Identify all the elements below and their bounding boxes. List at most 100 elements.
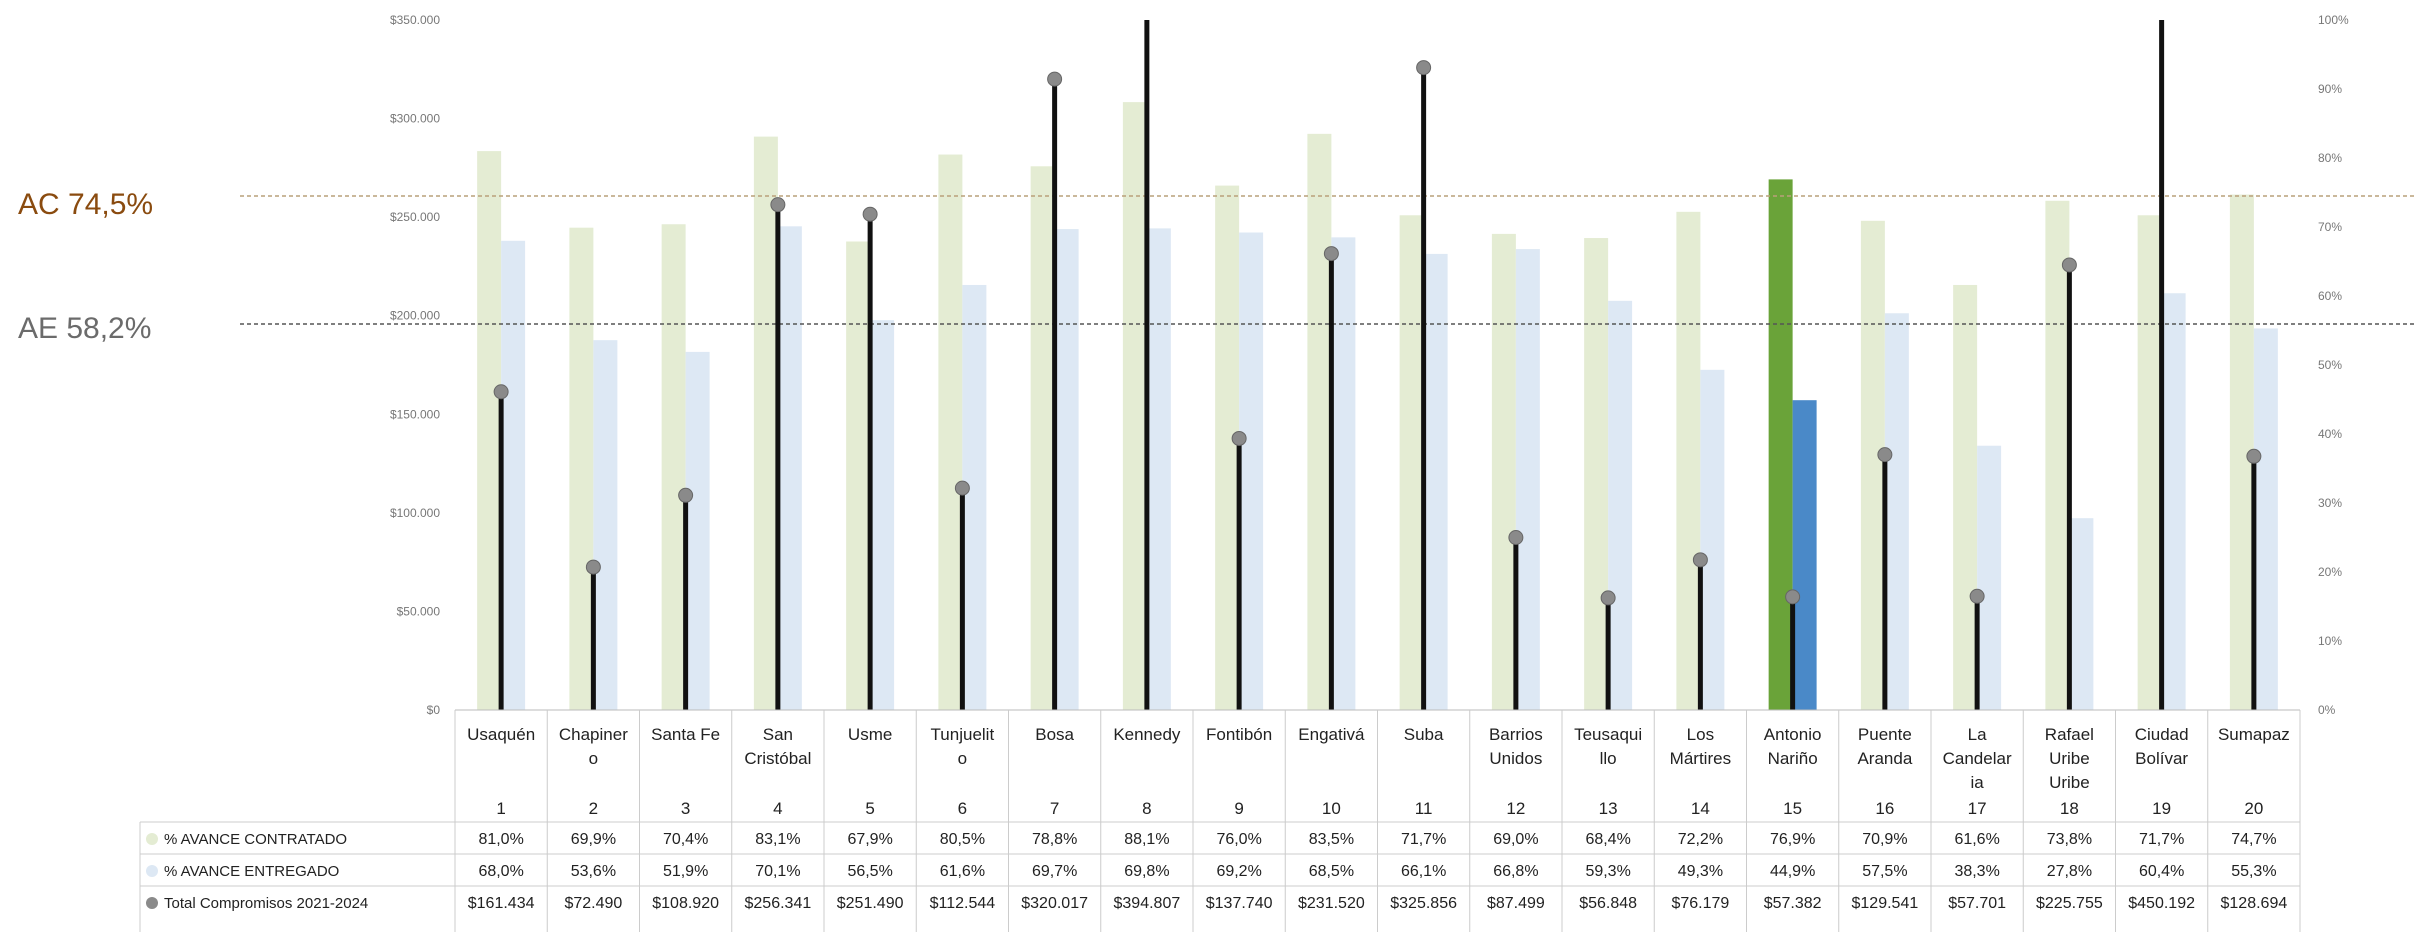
left-axis-tick-label: $250.000 <box>390 210 440 224</box>
bar-contratado <box>569 227 594 710</box>
category-number: 9 <box>1234 799 1243 818</box>
table-legend-key <box>146 897 158 909</box>
category-number: 3 <box>681 799 690 818</box>
category-label: Puente <box>1858 725 1912 744</box>
category-label: Fontibón <box>1206 725 1272 744</box>
table-cell: $256.341 <box>745 895 812 912</box>
category-label: Teusaqui <box>1574 725 1642 744</box>
bar-contratado <box>2045 200 2070 710</box>
right-axis-tick-label: 60% <box>2318 289 2342 303</box>
bar-entregado <box>1515 249 1540 710</box>
table-cell: 72,2% <box>1678 831 1723 848</box>
table-cell: $325.856 <box>1390 895 1457 912</box>
table-cell: 57,5% <box>1862 863 1907 880</box>
table-cell: 68,4% <box>1585 831 1630 848</box>
table-cell: $320.017 <box>1021 895 1088 912</box>
lollipop-marker <box>678 487 694 503</box>
category-label: Nariño <box>1768 749 1818 768</box>
category-label: Usme <box>848 725 892 744</box>
bar-contratado <box>1399 215 1424 710</box>
table-cell: 76,9% <box>1770 831 1815 848</box>
right-axis-tick-label: 40% <box>2318 427 2342 441</box>
category-label: Bosa <box>1035 725 1074 744</box>
table-cell: 81,0% <box>478 831 523 848</box>
category-number: 15 <box>1783 799 1802 818</box>
table-cell: 69,8% <box>1124 863 1169 880</box>
table-cell: $161.434 <box>468 895 535 912</box>
category-label: Bolívar <box>2135 749 2188 768</box>
bar-contratado <box>1122 102 1147 711</box>
category-label: o <box>589 749 598 768</box>
table-cell: 71,7% <box>2139 831 2184 848</box>
category-number: 8 <box>1142 799 1151 818</box>
table-cell: $225.755 <box>2036 895 2103 912</box>
bar-entregado <box>2253 328 2278 710</box>
table-cell: $112.544 <box>930 895 996 912</box>
category-number: 18 <box>2060 799 2079 818</box>
lollipop-marker <box>770 197 786 213</box>
category-number: 16 <box>1875 799 1894 818</box>
category-label: Rafael <box>2045 725 2094 744</box>
category-label: Ciudad <box>2135 725 2189 744</box>
table-cell: 78,8% <box>1032 831 1077 848</box>
left-axis-tick-label: $200.000 <box>390 309 440 323</box>
table-cell: $129.541 <box>1852 895 1919 912</box>
table-cell: $76.179 <box>1671 895 1729 912</box>
table-cell: $57.701 <box>1948 895 2006 912</box>
left-axis-tick-label: $350.000 <box>390 13 440 27</box>
table-cell: 59,3% <box>1585 863 1630 880</box>
bar-contratado <box>661 224 686 711</box>
table-cell: 83,1% <box>755 831 800 848</box>
category-number: 4 <box>773 799 782 818</box>
category-number: 1 <box>496 799 505 818</box>
bar-contratado <box>1215 185 1240 711</box>
reference-label-ac: AC 74,5% <box>18 188 154 221</box>
category-label: Usaquén <box>467 725 535 744</box>
category-label: Suba <box>1404 725 1444 744</box>
category-label: Chapiner <box>559 725 628 744</box>
table-cell: 70,4% <box>663 831 708 848</box>
lollipop-marker <box>1600 590 1616 606</box>
bar-contratado <box>1860 220 1885 711</box>
table-cell: $57.382 <box>1764 895 1822 912</box>
table-cell: 69,0% <box>1493 831 1538 848</box>
right-axis-tick-label: 20% <box>2318 565 2342 579</box>
bar-contratado <box>1491 233 1516 710</box>
bar-contratado <box>1768 179 1793 710</box>
left-axis-tick-label: $150.000 <box>390 407 440 421</box>
table-cell: $137.740 <box>1206 895 1273 912</box>
left-axis-tick-label: $50.000 <box>397 604 441 618</box>
category-label: San <box>763 725 793 744</box>
category-label: Kennedy <box>1113 725 1181 744</box>
lollipop-marker <box>1508 530 1524 546</box>
right-axis-tick-label: 50% <box>2318 358 2342 372</box>
table-cell: $108.920 <box>652 895 719 912</box>
table-cell: 68,0% <box>478 863 523 880</box>
table-cell: 76,0% <box>1216 831 1261 848</box>
category-label: Mártires <box>1670 749 1731 768</box>
category-number: 14 <box>1691 799 1710 818</box>
bar-entregado <box>1608 300 1633 710</box>
right-axis-tick-label: 10% <box>2318 634 2342 648</box>
lollipop-marker <box>1416 60 1432 76</box>
bar-entregado <box>1423 253 1448 710</box>
bar-entregado <box>1977 445 2002 710</box>
category-label: Uribe <box>2049 773 2090 792</box>
table-cell: 69,9% <box>571 831 616 848</box>
table-cell: $128.694 <box>2221 895 2288 912</box>
left-axis-tick-label: $300.000 <box>390 112 440 126</box>
table-cell: 73,8% <box>2047 831 2092 848</box>
category-label: Candelar <box>1943 749 2012 768</box>
table-cell: 74,7% <box>2231 831 2276 848</box>
category-number: 6 <box>958 799 967 818</box>
category-number: 10 <box>1322 799 1341 818</box>
table-cell: 66,1% <box>1401 863 1446 880</box>
bar-contratado <box>753 136 778 711</box>
table-cell: 80,5% <box>940 831 985 848</box>
category-label: Unidos <box>1489 749 1542 768</box>
bar-contratado <box>846 241 871 711</box>
category-label: Los <box>1687 725 1714 744</box>
lollipop-marker <box>862 206 878 222</box>
category-label: ia <box>1971 773 1985 792</box>
table-cell: $56.848 <box>1579 895 1637 912</box>
